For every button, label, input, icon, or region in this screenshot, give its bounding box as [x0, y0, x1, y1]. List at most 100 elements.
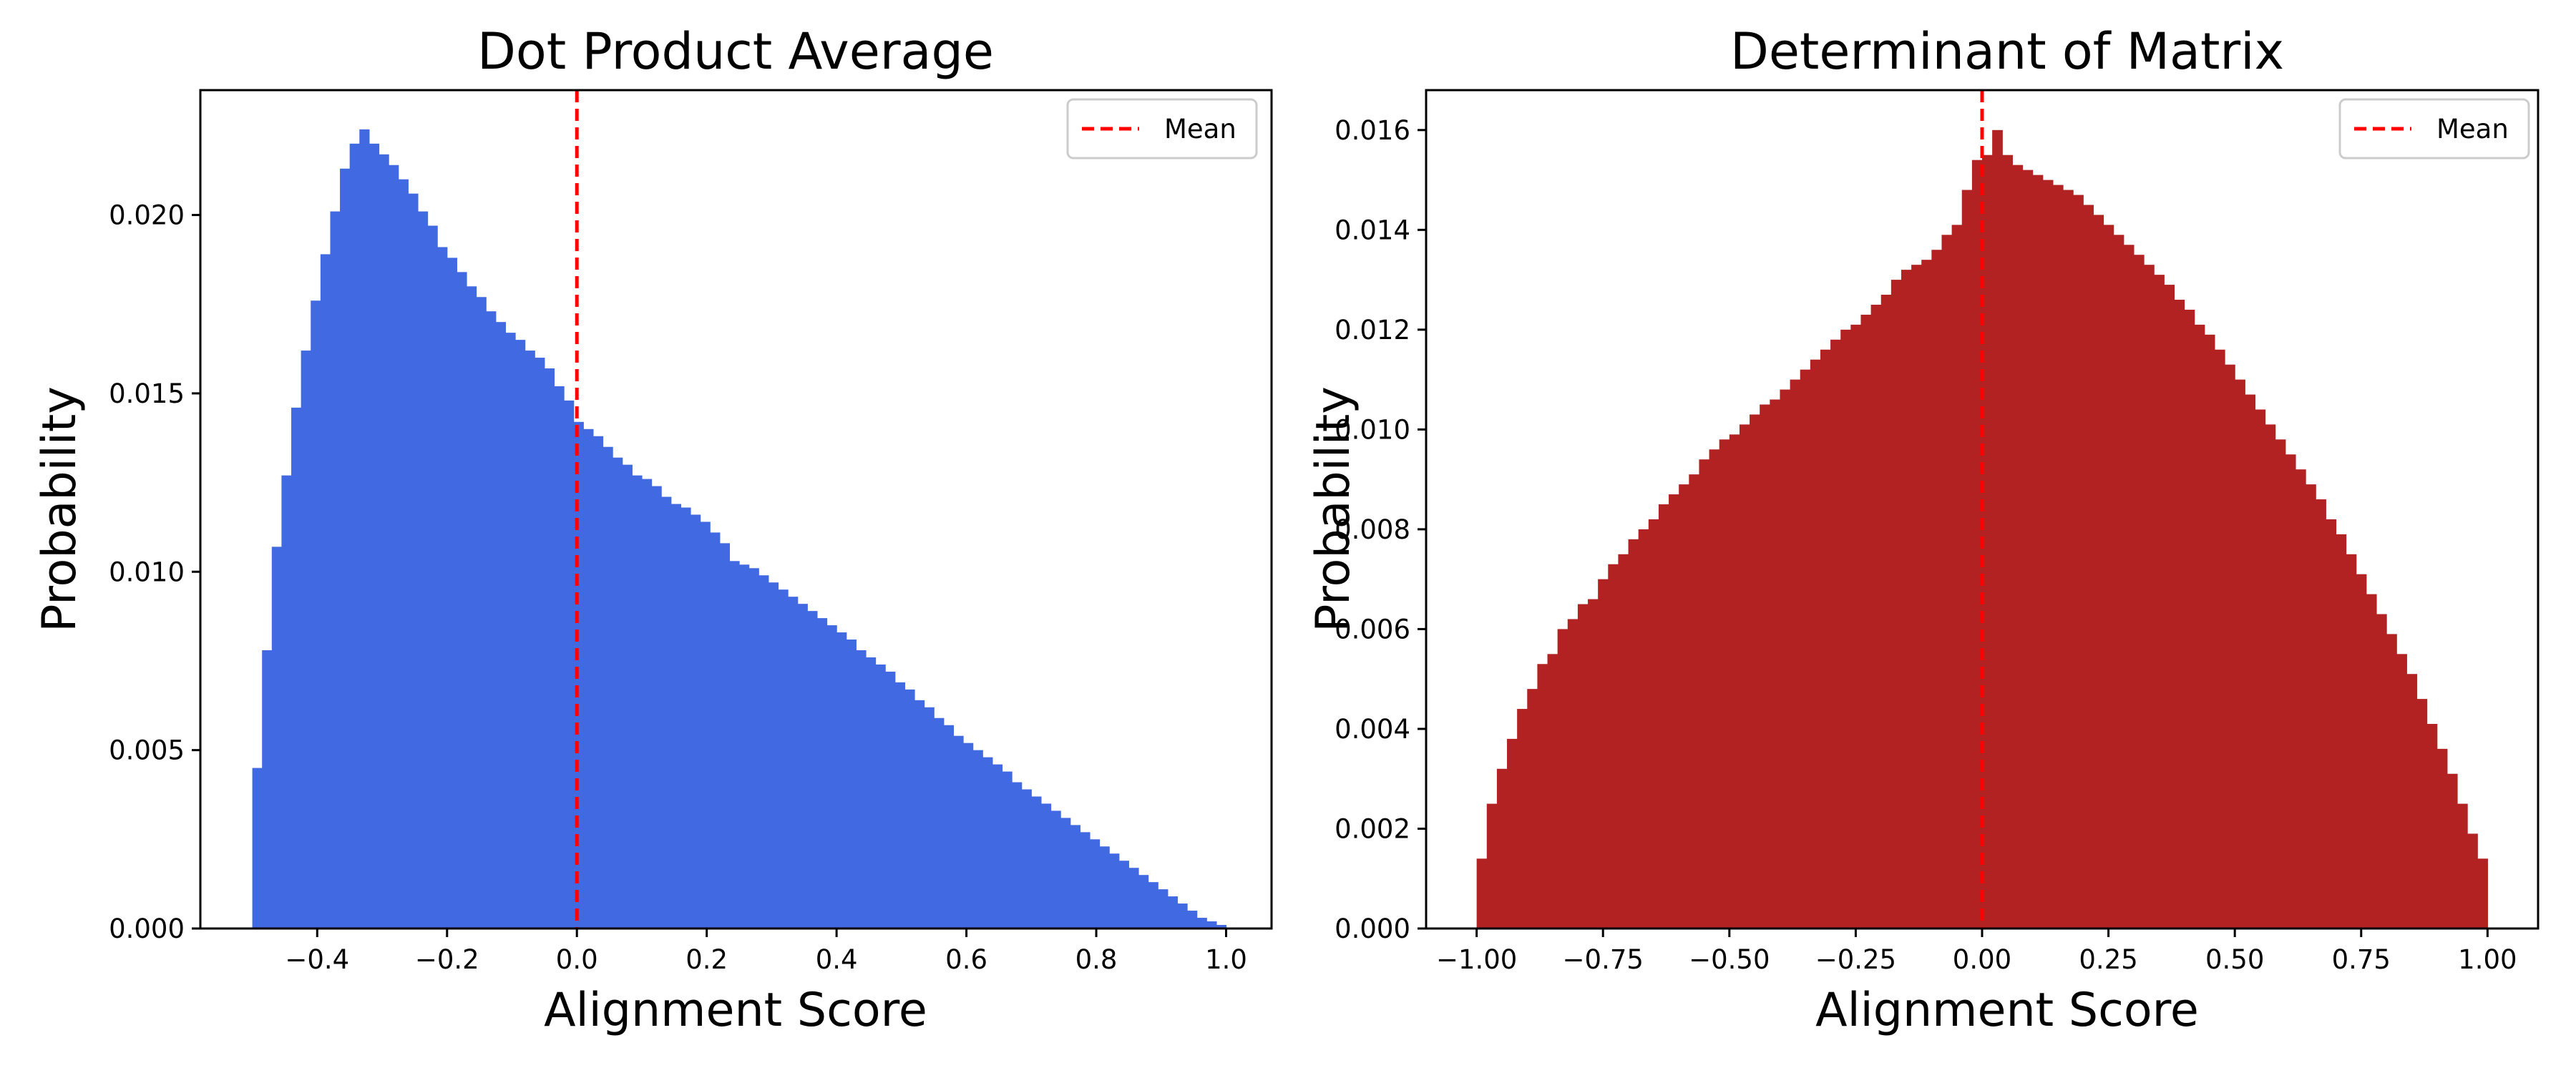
- histogram-bar: [710, 532, 721, 929]
- histogram-bar: [340, 168, 351, 929]
- histogram-bar: [1931, 250, 1943, 929]
- histogram-bar: [1679, 484, 1689, 929]
- histogram-bar: [2194, 324, 2205, 929]
- histogram-bar: [1638, 529, 1649, 929]
- chart-title: Dot Product Average: [477, 22, 994, 81]
- histogram-bar: [262, 650, 273, 929]
- histogram-bar: [1800, 369, 1811, 929]
- histogram-bars: [1476, 129, 2488, 929]
- histogram-bar: [1138, 875, 1149, 929]
- histogram-bar: [816, 618, 828, 929]
- histogram-bar: [2002, 155, 2013, 929]
- x-tick-label: 1.0: [1205, 944, 1247, 975]
- y-axis-ticks: 0.000 0.002 0.004 0.006 0.008 0.010 0.012 0.014…: [1335, 115, 1426, 944]
- histogram-bar: [2477, 858, 2488, 929]
- histogram-bar: [1850, 324, 1862, 929]
- histogram-bar: [1810, 359, 1821, 929]
- histogram-bar: [992, 764, 1003, 929]
- histogram-bar: [2113, 235, 2124, 929]
- histogram-bar: [2093, 215, 2104, 929]
- x-tick-label: −1.00: [1436, 944, 1517, 975]
- y-tick-label: 0.002: [1335, 813, 1410, 844]
- histogram-bar: [486, 311, 497, 929]
- histogram-bar: [1167, 896, 1179, 929]
- histogram-bar: [1739, 424, 1750, 929]
- histogram-bar: [495, 322, 507, 929]
- histogram-bar: [437, 247, 448, 929]
- histogram-bar: [1951, 225, 1963, 929]
- histogram-bar: [2316, 499, 2326, 929]
- histogram-bar: [330, 211, 341, 929]
- y-tick-label: 0.020: [109, 200, 185, 231]
- histogram-bar: [1971, 160, 1983, 929]
- histogram-bar: [982, 757, 993, 929]
- histogram-bar: [826, 625, 837, 929]
- histogram-bar: [797, 604, 808, 929]
- histogram-bar: [1040, 803, 1052, 929]
- histogram-bar: [2265, 424, 2276, 929]
- histogram-bar: [670, 504, 681, 929]
- histogram-bar: [2285, 454, 2296, 929]
- histogram-bar: [505, 333, 516, 929]
- histogram-bar: [1496, 768, 1508, 929]
- x-tick-label: −0.25: [1815, 944, 1896, 975]
- histogram-bar: [1870, 304, 1882, 929]
- histogram-bar: [904, 689, 915, 929]
- histogram-bar: [972, 750, 983, 929]
- histogram-bar: [2457, 803, 2468, 929]
- chart-determinant-of-matrix: Determinant of Matrix −1.00 −0.75 −0.50 −0.…: [1307, 22, 2540, 1037]
- histogram-bar: [885, 671, 896, 929]
- histogram-bar: [291, 407, 302, 929]
- y-tick-label: 0.005: [109, 735, 185, 766]
- histogram-bar: [1050, 810, 1061, 929]
- x-axis-label: Alignment Score: [544, 984, 927, 1037]
- histogram-bar: [1820, 349, 1831, 929]
- histogram-bar: [1196, 918, 1207, 929]
- histogram-bar: [281, 475, 292, 929]
- y-tick-label: 0.012: [1335, 315, 1410, 346]
- histogram-bar: [788, 597, 799, 929]
- histogram-bar: [525, 351, 535, 929]
- histogram-bar: [1177, 903, 1188, 929]
- histogram-bar: [934, 717, 945, 929]
- histogram-bar: [2174, 300, 2185, 929]
- histogram-bar: [1608, 564, 1619, 929]
- histogram-bar: [1982, 155, 1993, 929]
- histogram-bar: [1628, 539, 1639, 929]
- histogram-bar: [2295, 469, 2306, 929]
- histogram-bar: [943, 725, 955, 929]
- y-tick-label: 0.000: [1335, 913, 1410, 944]
- histogram-bar: [1547, 654, 1558, 929]
- histogram-bar: [1890, 280, 1902, 929]
- x-tick-label: 0.0: [556, 944, 598, 975]
- legend-box: [2338, 98, 2530, 160]
- y-tick-label: 0.004: [1335, 714, 1410, 745]
- y-axis-label: Probability: [33, 386, 87, 632]
- histogram-bar: [1669, 494, 1679, 929]
- histogram-bar: [2133, 255, 2145, 929]
- histogram-bar: [1648, 519, 1659, 929]
- histogram-bar: [2083, 205, 2094, 929]
- histogram-bar: [1187, 911, 1198, 929]
- histogram-bar: [2214, 349, 2225, 929]
- histogram-bar: [2063, 190, 2074, 929]
- x-axis-label: Alignment Score: [1815, 984, 2199, 1037]
- histogram-bar: [758, 575, 769, 929]
- y-tick-label: 0.000: [109, 913, 185, 944]
- histogram-bar: [1109, 853, 1120, 929]
- histogram-bar: [1567, 619, 1579, 929]
- legend-mean-label: Mean: [2436, 114, 2509, 144]
- histogram-bar: [748, 568, 759, 929]
- histogram-bar: [2426, 723, 2438, 929]
- y-axis-ticks: 0.000 0.005 0.010 0.015 0.020: [109, 200, 200, 944]
- histogram-bar: [1158, 889, 1169, 929]
- histogram-bar: [1021, 789, 1032, 929]
- histogram-bar: [2346, 554, 2357, 929]
- histogram-bar: [1911, 265, 1922, 929]
- histogram-bar: [1118, 861, 1129, 929]
- x-tick-label: 0.6: [945, 944, 987, 975]
- histogram-bar: [554, 386, 565, 929]
- histogram-bar: [1618, 554, 1629, 929]
- histogram-bar: [2144, 265, 2155, 929]
- histogram-bar: [602, 446, 613, 929]
